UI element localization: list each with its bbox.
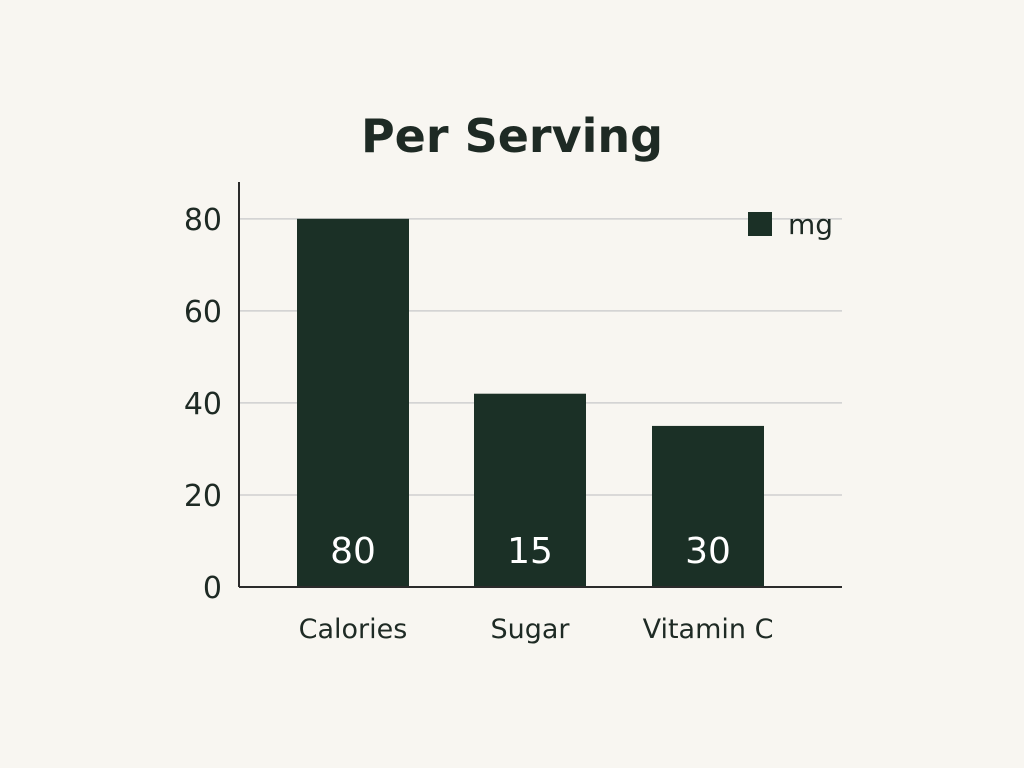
y-tick-labels: 0 20 40 60 80 [184,203,222,606]
y-tick-label-0: 0 [203,571,222,606]
bar-vitamin-c [652,425,764,587]
chart-title: Per Serving [361,109,663,163]
y-tick-label-40: 40 [184,387,222,422]
bar-data-label-vitamin-c: 30 [685,531,731,572]
category-label-vitamin-c: Vitamin C [643,614,774,645]
category-label-sugar: Sugar [490,614,570,645]
y-tick-label-20: 20 [184,479,222,514]
axes [238,182,842,588]
bars [297,218,764,587]
bar-data-label-calories: 80 [330,531,376,572]
category-label-calories: Calories [299,614,408,645]
bar-sugar [474,393,586,587]
legend-label: mg [788,208,833,241]
bar-data-label-sugar: 15 [507,531,553,572]
legend: mg [748,208,833,241]
category-labels: Calories Sugar Vitamin C [299,614,774,645]
legend-swatch [748,212,772,236]
bar-calories [297,218,409,587]
y-tick-label-80: 80 [184,203,222,238]
y-tick-label-60: 60 [184,295,222,330]
bar-data-labels: 80 15 30 [330,531,731,572]
